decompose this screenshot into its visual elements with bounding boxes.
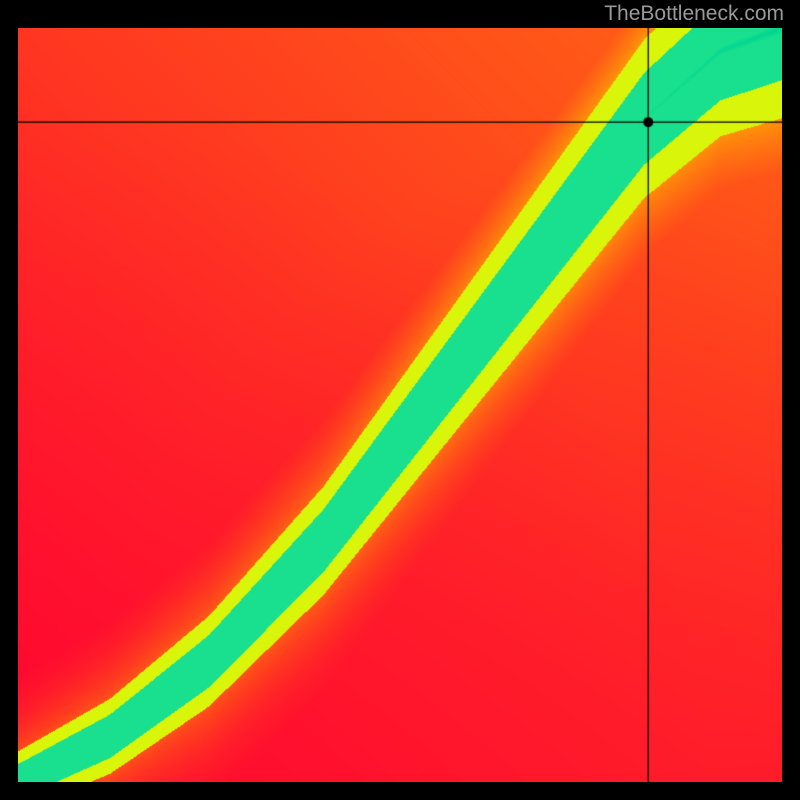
heatmap-canvas: [18, 28, 782, 782]
heatmap-chart: [18, 28, 782, 782]
watermark-text: TheBottleneck.com: [604, 2, 784, 26]
